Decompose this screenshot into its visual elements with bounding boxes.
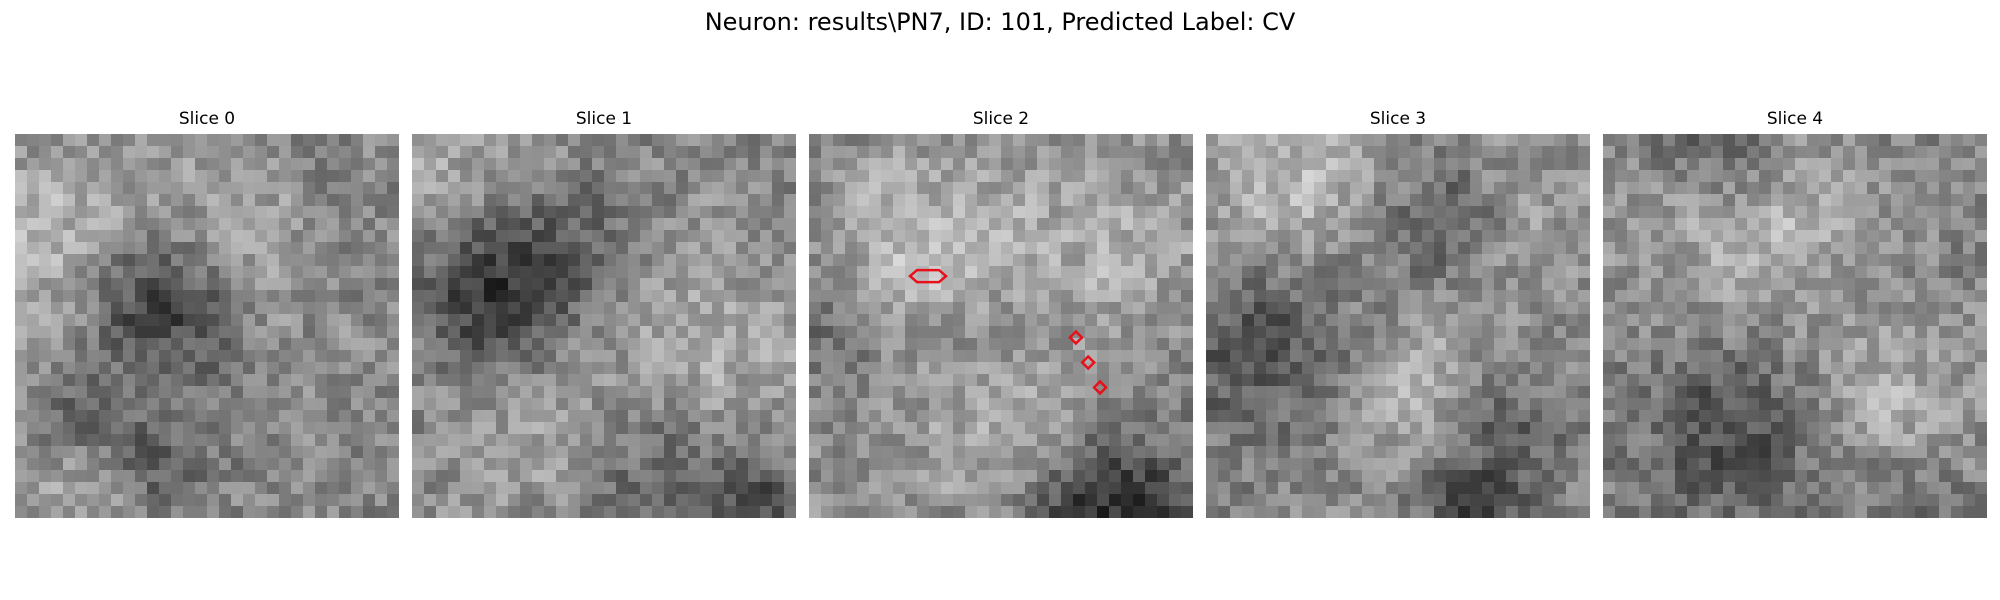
diamond-marker <box>1080 354 1096 371</box>
figure-title: Neuron: results\PN7, ID: 101, Predicted … <box>704 8 1296 36</box>
slice-panel-2: Slice 2 <box>809 108 1193 518</box>
slice-title: Slice 4 <box>1766 109 1824 129</box>
slice-image <box>412 134 796 518</box>
slice-title: Slice 3 <box>1369 109 1427 129</box>
slice-panel-4: Slice 4 <box>1603 108 1987 518</box>
slice-title: Slice 2 <box>972 109 1030 129</box>
slice-image <box>809 134 1193 518</box>
slice-image <box>1206 134 1590 518</box>
slice-image <box>15 134 399 518</box>
slice-panel-3: Slice 3 <box>1206 108 1590 518</box>
diamond-marker <box>1068 329 1084 346</box>
slice-title: Slice 1 <box>575 109 633 129</box>
slice-image <box>1603 134 1987 518</box>
diamond-marker <box>1092 379 1108 396</box>
slice-title: Slice 0 <box>178 109 236 129</box>
slice-panel-1: Slice 1 <box>412 108 796 518</box>
slice-panel-0: Slice 0 <box>15 108 399 518</box>
hexagon-marker <box>908 268 948 284</box>
